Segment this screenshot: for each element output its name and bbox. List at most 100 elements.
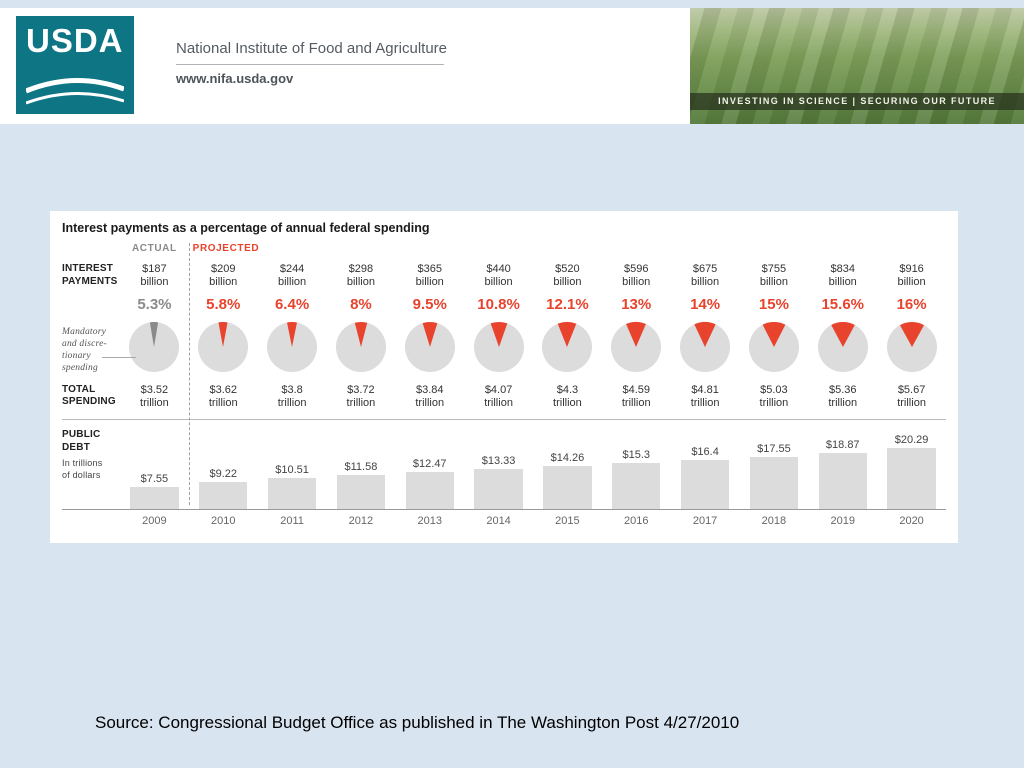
spending-pie (404, 322, 455, 373)
public-debt-cell: $7.55 (120, 423, 189, 510)
pie-cell (671, 321, 740, 375)
interest-payment-cell: $834 billion (808, 263, 877, 289)
total-spending-cell: $3.62 trillion (189, 384, 258, 410)
column-group-cell (740, 243, 809, 259)
spending-pie (886, 322, 937, 373)
header-text-block: National Institute of Food and Agricultu… (176, 40, 447, 86)
interest-wedge (558, 322, 577, 348)
interest-payment-unit: billion (346, 276, 375, 289)
year-label: 2013 (417, 515, 442, 528)
total-spending-cells: $3.52 trillion $3.62 trillion $3.8 trillion $3… (120, 384, 946, 410)
interest-wedge (762, 322, 786, 348)
interest-wedge (490, 322, 507, 348)
interest-payment-unit: billion (484, 276, 513, 289)
debt-bar (199, 481, 248, 510)
debt-bar-label: $20.29 (894, 434, 929, 447)
percent-value: 14% (690, 296, 721, 314)
interest-payments-row: INTEREST PAYMENTS $187 billion $209 billion… (62, 263, 946, 289)
percent-cell: 5.8% (189, 296, 258, 314)
total-spending-value: $3.8 (281, 383, 303, 396)
debt-bar (267, 477, 317, 510)
interest-payment-value: $244 (279, 263, 305, 275)
year-label: 2019 (830, 515, 855, 528)
percent-value: 15.6% (821, 296, 865, 314)
interest-payment-cell: $244 billion (258, 263, 327, 289)
spending-pie (542, 322, 593, 373)
percent-cells: 5.3% 5.8% 6.4% 8% 9.5% 10.8% 12.1% 13% 14% 15% 15.… (120, 296, 946, 314)
percent-value: 8% (350, 296, 372, 314)
spending-pie (680, 322, 731, 373)
percent-cell: 10.8% (464, 296, 533, 314)
debt-bar (336, 474, 385, 510)
total-spending-cell: $5.36 trillion (808, 384, 877, 410)
year-label: 2017 (692, 515, 718, 528)
interest-payment-unit: billion (622, 276, 651, 289)
total-spending-value: $4.07 (484, 383, 513, 396)
interest-payment-value: $596 (624, 263, 649, 275)
interest-payment-cell: $440 billion (464, 263, 533, 289)
pie-cell (808, 321, 877, 375)
year-label: 2010 (211, 515, 236, 528)
debt-bar (543, 466, 592, 510)
debt-bar-label: $12.47 (412, 457, 447, 470)
interest-payment-value: $365 (417, 263, 442, 275)
annotation-connector-line (102, 357, 136, 359)
public-debt-label: PUBLIC DEBT In trillions of dollars (62, 423, 120, 481)
total-spending-unit: trillion (690, 397, 720, 410)
total-spending-value: $3.84 (415, 383, 444, 396)
total-spending-cell: $3.8 trillion (258, 384, 327, 410)
percent-cell: 9.5% (395, 296, 464, 314)
interest-payment-value: $675 (692, 263, 718, 275)
percent-cell: 16% (877, 296, 946, 314)
interest-wedge (422, 322, 438, 348)
column-group-cell (397, 243, 466, 259)
header-divider (176, 64, 444, 65)
percent-cell: 13% (602, 296, 671, 314)
percent-cell: 14% (671, 296, 740, 314)
pie-cell (189, 321, 258, 375)
interest-payment-unit: billion (553, 276, 582, 289)
percent-cell: 8% (327, 296, 396, 314)
usda-wordmark: USDA (26, 22, 124, 59)
percent-value: 6.4% (274, 296, 310, 314)
debt-bar-label: $16.4 (691, 446, 719, 459)
interest-payment-cell: $755 billion (740, 263, 809, 289)
column-group-cell (877, 243, 946, 259)
percent-value: 5.8% (206, 296, 241, 314)
org-name: National Institute of Food and Agricultu… (176, 40, 447, 57)
debt-bar-label: $7.55 (140, 472, 169, 485)
interest-payment-unit: billion (415, 276, 444, 289)
percent-cell: 6.4% (258, 296, 327, 314)
year-label: 2015 (555, 515, 580, 528)
empty-label (62, 243, 120, 259)
percent-cell: 15.6% (808, 296, 877, 314)
debt-bar-label: $14.26 (550, 452, 585, 465)
interest-payment-value: $520 (555, 263, 580, 275)
percent-value: 15% (758, 296, 789, 314)
pie-annotation: Mandatory and discre- tionary spending (62, 327, 107, 373)
interest-payment-value: $916 (899, 263, 924, 275)
interest-wedge (218, 322, 228, 348)
projected-label: PROJECTED (192, 243, 260, 254)
total-spending-value: $4.81 (691, 383, 719, 396)
percent-value: 10.8% (477, 296, 520, 314)
interest-wedge (899, 322, 924, 348)
column-group-cell: PROJECTED (189, 243, 260, 259)
spending-pie (748, 322, 799, 373)
pie-cell (258, 321, 327, 375)
public-debt-cell: $12.47 (395, 423, 464, 510)
interest-payment-value: $755 (761, 263, 787, 275)
total-spending-cell: $4.81 trillion (671, 384, 740, 410)
total-spending-value: $3.62 (209, 383, 237, 396)
total-spending-value: $5.03 (760, 383, 788, 396)
debt-bar-label: $13.33 (481, 455, 516, 468)
actual-projected-divider (188, 243, 190, 506)
percent-cell: 12.1% (533, 296, 602, 314)
total-spending-cell: $3.52 trillion (120, 384, 189, 410)
public-debt-cell: $13.33 (464, 423, 533, 510)
interest-payment-unit: billion (759, 276, 788, 289)
interest-payment-unit: billion (691, 276, 720, 289)
year-label: 2016 (624, 515, 649, 528)
debt-bar (749, 456, 798, 510)
column-group-cell (259, 243, 328, 259)
